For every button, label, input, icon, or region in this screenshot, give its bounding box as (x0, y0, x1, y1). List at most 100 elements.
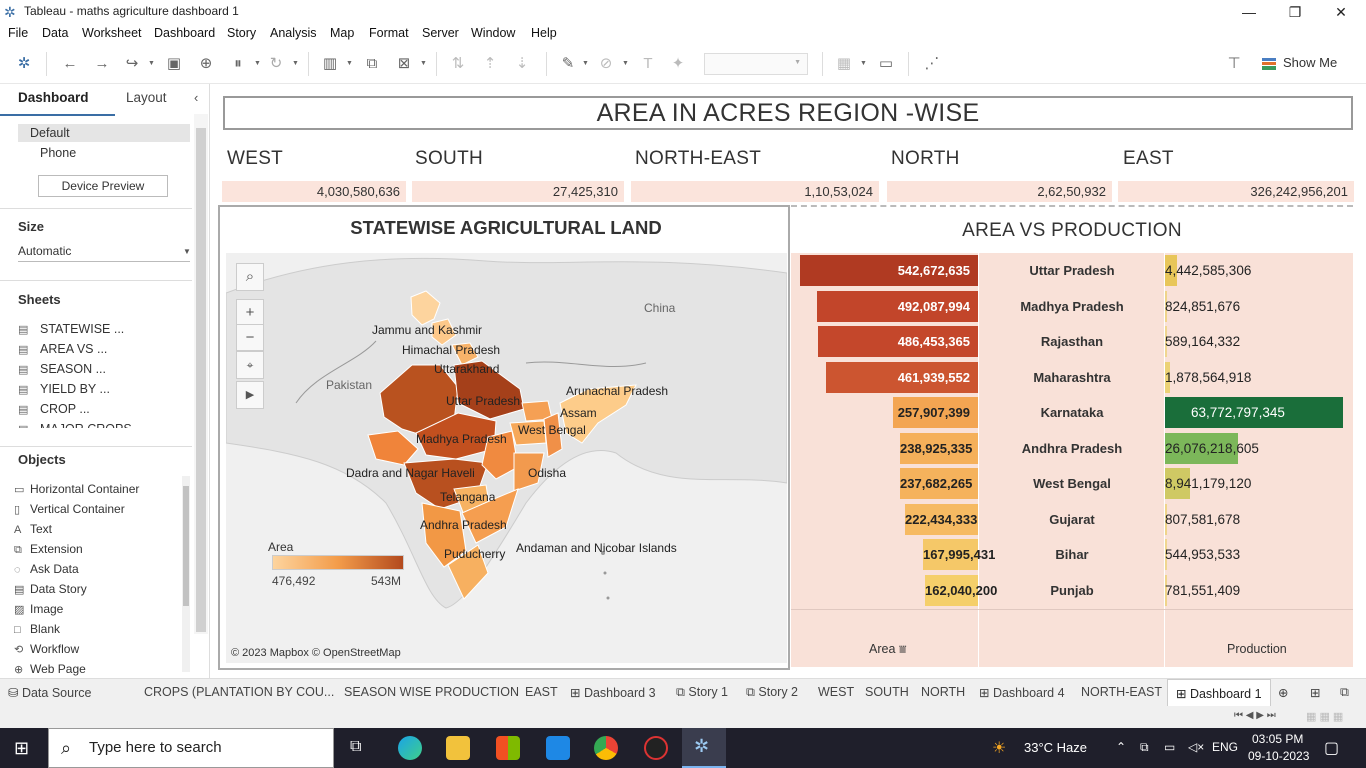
clock-date[interactable]: 09-10-2023 (1248, 749, 1310, 763)
new-story-tab-icon[interactable]: ⧉ (1340, 685, 1349, 699)
tab-south[interactable]: SOUTH (865, 685, 909, 699)
production-column-header[interactable]: Production (1227, 642, 1287, 656)
object-web-page[interactable]: ⊕ Web Page (14, 662, 86, 676)
windows-start-icon[interactable]: ⊞ (14, 738, 30, 758)
new-datasource-icon[interactable]: ⊕ (199, 55, 213, 72)
menu-analysis[interactable]: Analysis (270, 26, 317, 40)
weather-text[interactable]: 33°C Haze (1024, 740, 1088, 755)
area-bar[interactable]: 257,907,399 (893, 397, 978, 428)
sheet-item[interactable]: ▤ SEASON ... (18, 362, 106, 376)
production-bar[interactable] (1165, 503, 1167, 535)
menu-data[interactable]: Data (42, 26, 69, 40)
presentation-icon[interactable]: ▭ (878, 55, 894, 72)
tab-season-wise[interactable]: SEASON WISE PRODUCTION (344, 685, 520, 699)
new-dashboard-tab-icon[interactable]: ⊞ (1310, 686, 1321, 700)
region-value[interactable]: 2,62,50,932 (887, 181, 1112, 202)
map-toolbar-expand-icon[interactable]: ▶ (236, 381, 264, 409)
highlight-icon[interactable]: ✎ (561, 55, 575, 72)
objects-scrollbar[interactable] (182, 476, 190, 672)
network-icon[interactable]: ⧉ (1140, 740, 1149, 754)
pause-updates-icon[interactable]: ⏸ (234, 55, 242, 72)
minimize-icon[interactable]: — (1242, 4, 1256, 20)
notifications-icon[interactable]: ▢ (1324, 740, 1340, 757)
tableau-home-icon[interactable]: ✲ (17, 55, 31, 72)
tab-dashboard-1[interactable]: ⊞ Dashboard 1 (1167, 679, 1271, 707)
map-search-icon[interactable]: ⌕ (236, 263, 264, 291)
view-mode-icons[interactable]: ▦ ▦ ▦ (1306, 711, 1344, 723)
duplicate-icon[interactable]: ⧉ (366, 55, 378, 72)
tab-data-source[interactable]: ⛁ Data Source (8, 686, 92, 700)
save-icon[interactable]: ▣ (166, 55, 182, 72)
sort-icon[interactable]: ⩸ (898, 642, 907, 656)
app-icon[interactable] (644, 736, 668, 760)
new-worksheet-tab-icon[interactable]: ⊕ (1278, 686, 1289, 700)
new-worksheet-icon[interactable]: ▥ (322, 55, 338, 72)
menu-story[interactable]: Story (227, 26, 257, 40)
sort-asc-icon[interactable]: ⇡ (483, 55, 497, 72)
refresh-icon[interactable]: ↻ (269, 55, 283, 72)
object-blank[interactable]: □ Blank (14, 622, 61, 636)
region-value[interactable]: 27,425,310 (412, 181, 624, 202)
object-ask-data[interactable]: ◌ Ask Data (14, 562, 79, 576)
size-dropdown[interactable]: Automatic (18, 244, 72, 258)
taskbar-search[interactable]: ⌕ Type here to search (48, 728, 334, 768)
region-value[interactable]: 326,242,956,201 (1118, 181, 1354, 202)
object-vertical-container[interactable]: ▯ Vertical Container (14, 502, 125, 516)
share-icon[interactable]: ⋰ (924, 55, 940, 72)
clear-sheet-icon[interactable]: ⊠ (397, 55, 411, 72)
tab-dashboard-4[interactable]: ⊞ Dashboard 4 (979, 686, 1065, 700)
menu-worksheet[interactable]: Worksheet (82, 26, 142, 40)
sort-desc-icon[interactable]: ⇣ (515, 55, 529, 72)
pin-icon[interactable]: ✦ (671, 55, 685, 72)
production-bar[interactable] (1165, 361, 1170, 393)
production-bar[interactable] (1165, 468, 1190, 499)
sheet-item[interactable]: ▤MAJOR CROPS ... (18, 422, 146, 428)
menu-format[interactable]: Format (369, 26, 409, 40)
fit-dropdown[interactable]: ▼ (704, 53, 808, 75)
menu-file[interactable]: File (8, 26, 29, 40)
area-bar[interactable]: 492,087,994 (817, 290, 978, 322)
format-workbook-icon[interactable]: ⊤ (1227, 55, 1241, 72)
replace-data-icon[interactable]: ↪ (125, 55, 139, 72)
collapse-pane-icon[interactable]: ‹ (194, 90, 199, 105)
wifi-icon[interactable]: ▭ (1164, 740, 1176, 754)
object-workflow[interactable]: ⟲ Workflow (14, 642, 80, 656)
labels-icon[interactable]: T (643, 55, 653, 72)
close-icon[interactable]: ✕ (1335, 4, 1347, 20)
device-phone[interactable]: Phone (40, 146, 77, 160)
tab-crops[interactable]: CROPS (PLANTATION BY COU... (144, 685, 335, 699)
tab-north-east[interactable]: NORTH-EAST (1081, 685, 1163, 699)
clock-time[interactable]: 03:05 PM (1252, 732, 1304, 746)
language-indicator[interactable]: ENG (1212, 740, 1239, 754)
sheet-item[interactable]: ▤ YIELD BY ... (18, 382, 110, 396)
tableau-taskbar-item[interactable]: ✲ (682, 728, 726, 768)
tab-nav-icons[interactable]: ⏮ ◀ ▶ ⏭ (1234, 710, 1276, 721)
sheet-item[interactable]: ▤ AREA VS ... (18, 342, 108, 356)
menu-dashboard[interactable]: Dashboard (154, 26, 216, 40)
volume-icon[interactable]: ◁× (1188, 740, 1205, 754)
device-default[interactable]: Default (30, 126, 70, 140)
zoom-out-icon[interactable]: − (245, 329, 255, 346)
production-bar[interactable] (1165, 539, 1167, 570)
tab-layout[interactable]: Layout (126, 90, 167, 105)
task-view-icon[interactable]: ⧉ (350, 738, 362, 755)
production-bar[interactable] (1165, 326, 1167, 357)
chrome-icon[interactable] (594, 736, 618, 760)
production-bar[interactable] (1165, 397, 1343, 428)
area-bar[interactable]: 237,682,265 (900, 468, 978, 499)
area-bar[interactable]: 162,040,200 (925, 574, 997, 606)
object-text[interactable]: A Text (14, 522, 53, 536)
mail-icon[interactable] (546, 736, 570, 760)
area-bar[interactable]: 542,672,635 (800, 255, 978, 286)
region-value[interactable]: 4,030,580,636 (222, 181, 406, 202)
menu-map[interactable]: Map (330, 26, 355, 40)
production-bar[interactable] (1165, 290, 1167, 322)
tab-north[interactable]: NORTH (921, 685, 966, 699)
swap-icon[interactable]: ⇅ (451, 55, 465, 72)
sheet-item[interactable]: ▤ STATEWISE ... (18, 322, 125, 336)
area-bar[interactable]: 461,939,552 (826, 361, 978, 393)
area-bar[interactable]: 238,925,335 (900, 432, 978, 464)
zoom-in-icon[interactable]: + (237, 300, 263, 325)
tab-east[interactable]: EAST (525, 685, 558, 699)
tray-chevron-icon[interactable]: ⌃ (1116, 740, 1127, 754)
